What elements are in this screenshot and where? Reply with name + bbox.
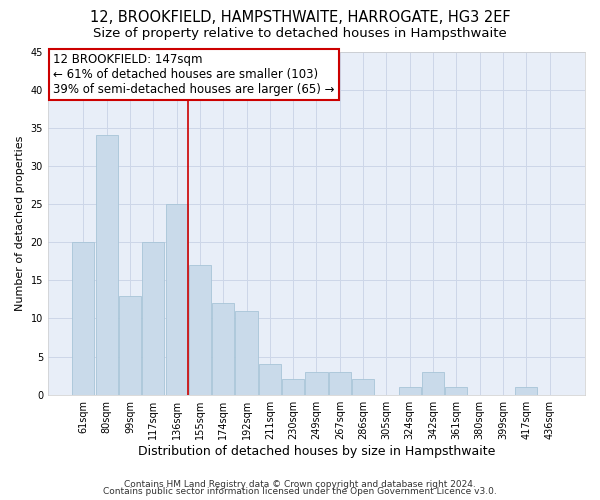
Text: Size of property relative to detached houses in Hampsthwaite: Size of property relative to detached ho… [93, 28, 507, 40]
Bar [282, 380, 304, 394]
Bar [73, 242, 94, 394]
Bar [142, 242, 164, 394]
Bar [445, 387, 467, 394]
Bar [259, 364, 281, 394]
Bar [235, 311, 257, 394]
Bar [305, 372, 328, 394]
Bar [95, 136, 118, 394]
Bar [212, 303, 235, 394]
Bar [422, 372, 444, 394]
Text: Contains public sector information licensed under the Open Government Licence v3: Contains public sector information licen… [103, 487, 497, 496]
Text: Contains HM Land Registry data © Crown copyright and database right 2024.: Contains HM Land Registry data © Crown c… [124, 480, 476, 489]
Y-axis label: Number of detached properties: Number of detached properties [15, 136, 25, 311]
Bar [189, 265, 211, 394]
Bar [166, 204, 188, 394]
Bar [352, 380, 374, 394]
Bar [329, 372, 351, 394]
X-axis label: Distribution of detached houses by size in Hampsthwaite: Distribution of detached houses by size … [138, 444, 495, 458]
Bar [515, 387, 537, 394]
Bar [119, 296, 141, 394]
Bar [398, 387, 421, 394]
Text: 12, BROOKFIELD, HAMPSTHWAITE, HARROGATE, HG3 2EF: 12, BROOKFIELD, HAMPSTHWAITE, HARROGATE,… [89, 10, 511, 25]
Text: 12 BROOKFIELD: 147sqm
← 61% of detached houses are smaller (103)
39% of semi-det: 12 BROOKFIELD: 147sqm ← 61% of detached … [53, 53, 335, 96]
